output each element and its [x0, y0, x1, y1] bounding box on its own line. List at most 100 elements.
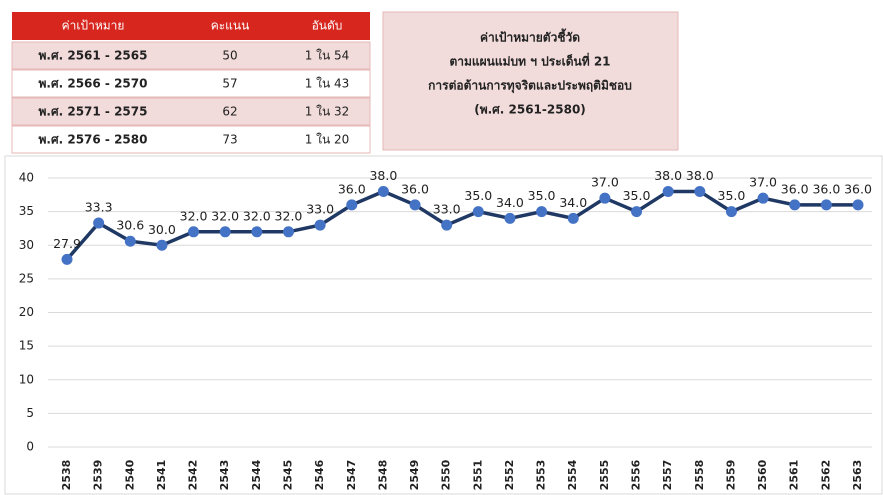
data-label: 32.0 [211, 208, 239, 223]
table-cell: 1 ใน 54 [305, 49, 350, 63]
data-label: 33.0 [433, 202, 461, 217]
data-label: 34.0 [496, 195, 524, 210]
table-cell: 73 [222, 133, 237, 147]
y-tick-label: 15 [19, 339, 34, 353]
x-tick-label: 2544 [250, 459, 263, 490]
data-label: 34.0 [559, 195, 587, 210]
x-tick-label: 2555 [598, 460, 611, 491]
x-tick-label: 2548 [376, 460, 389, 491]
y-tick-label: 35 [19, 204, 34, 218]
x-tick-label: 2553 [535, 460, 548, 491]
table-cell: 50 [222, 49, 237, 63]
table-row [11, 125, 371, 154]
y-tick-label: 25 [19, 271, 34, 285]
data-label: 36.0 [812, 181, 840, 196]
header-cell: ค่าเป้าหมาย [62, 19, 125, 33]
y-tick-label: 5 [26, 406, 34, 420]
table-cell: 62 [222, 105, 237, 119]
marker [346, 199, 358, 211]
x-tick-label: 2561 [788, 460, 801, 491]
marker [441, 219, 453, 231]
data-label: 30.0 [148, 222, 176, 237]
marker [631, 206, 643, 218]
data-label: 32.0 [180, 208, 208, 223]
table-row [11, 41, 371, 70]
data-label: 35.0 [528, 188, 556, 203]
data-label: 36.0 [844, 181, 872, 196]
marker [124, 235, 136, 247]
header-cell: คะแนน [211, 19, 250, 33]
marker [219, 226, 231, 238]
data-label: 27.9 [53, 236, 81, 251]
marker [757, 192, 769, 204]
x-tick-label: 2551 [471, 460, 484, 491]
data-label: 37.0 [591, 175, 619, 190]
info-line: ค่าเป้าหมายตัวชี้วัด [480, 28, 580, 45]
table-cell: พ.ศ. 2561 - 2565 [39, 49, 148, 63]
data-label: 38.0 [686, 168, 714, 183]
x-tick-label: 2547 [345, 460, 358, 491]
marker [852, 199, 864, 211]
x-tick-label: 2546 [313, 459, 326, 490]
data-label: 32.0 [243, 208, 271, 223]
marker [314, 219, 326, 231]
table-cell: 1 ใน 43 [305, 77, 350, 91]
data-label: 33.0 [306, 202, 334, 217]
marker [820, 199, 832, 211]
x-tick-label: 2557 [661, 460, 674, 491]
y-tick-label: 20 [19, 305, 34, 319]
y-tick-label: 30 [19, 238, 34, 252]
marker [377, 185, 389, 197]
table-row [11, 97, 371, 126]
data-label: 30.6 [116, 218, 144, 233]
x-tick-label: 2556 [630, 459, 643, 490]
table-cell: พ.ศ. 2566 - 2570 [39, 77, 148, 91]
marker [504, 212, 516, 224]
x-tick-label: 2559 [724, 460, 737, 491]
table-cell: พ.ศ. 2576 - 2580 [39, 133, 148, 147]
info-line: ตามแผนแม่บท ฯ ประเด็นที่ 21 [449, 53, 610, 69]
marker [282, 226, 294, 238]
data-label: 36.0 [338, 181, 366, 196]
x-tick-label: 2543 [218, 460, 231, 491]
x-tick-label: 2540 [123, 459, 136, 490]
info-line: การต่อต้านการทุจริตและประพฤติมิชอบ [428, 79, 632, 94]
x-tick-label: 2550 [440, 459, 453, 490]
x-tick-label: 2554 [566, 459, 579, 490]
marker [472, 206, 484, 218]
x-tick-label: 2539 [92, 460, 105, 491]
marker [251, 226, 263, 238]
table-cell: 57 [222, 77, 237, 91]
table-cell: 1 ใน 32 [305, 105, 350, 119]
marker [61, 253, 73, 265]
x-tick-label: 2563 [851, 460, 864, 491]
x-tick-label: 2558 [693, 460, 706, 491]
marker [156, 239, 168, 251]
header-cell: อันดับ [312, 19, 343, 33]
data-label: 36.0 [781, 181, 809, 196]
data-label: 37.0 [749, 175, 777, 190]
marker [789, 199, 801, 211]
data-label: 38.0 [369, 168, 397, 183]
x-tick-label: 2542 [187, 460, 200, 491]
marker [662, 185, 674, 197]
y-tick-label: 40 [19, 171, 34, 185]
marker [536, 206, 548, 218]
marker [93, 217, 105, 229]
data-label: 35.0 [623, 188, 651, 203]
marker [409, 199, 421, 211]
marker [567, 212, 579, 224]
info-box [382, 11, 679, 151]
marker [694, 185, 706, 197]
marker [599, 192, 611, 204]
data-label: 33.3 [85, 200, 113, 215]
marker [725, 206, 737, 218]
x-tick-label: 2545 [281, 460, 294, 491]
x-tick-label: 2552 [503, 460, 516, 491]
x-tick-label: 2560 [756, 459, 769, 490]
y-tick-label: 10 [19, 372, 34, 386]
table-row [11, 69, 371, 98]
x-tick-label: 2549 [408, 460, 421, 491]
x-tick-label: 2538 [60, 460, 73, 491]
y-tick-label: 0 [26, 440, 34, 454]
